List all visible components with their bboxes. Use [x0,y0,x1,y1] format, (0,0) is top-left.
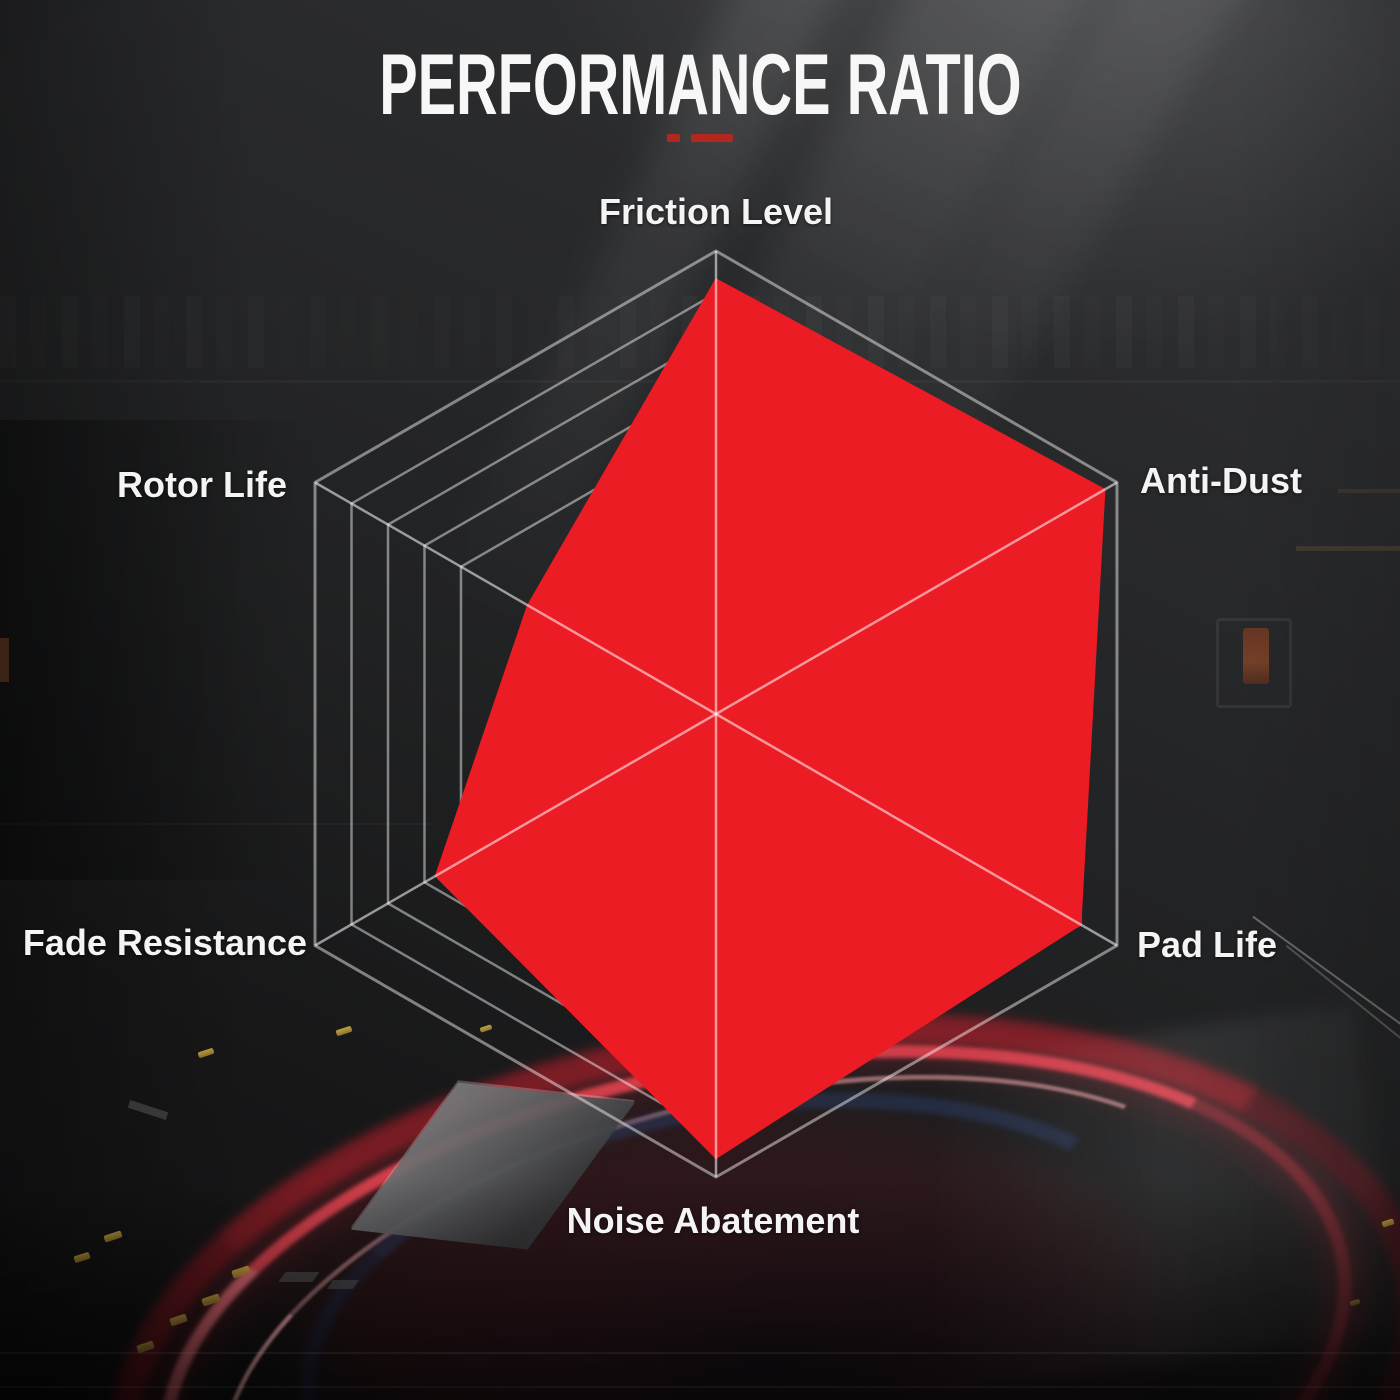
accent-dash-short [667,134,681,142]
axis-label-rotor-life: Rotor Life [117,464,287,505]
radar-spoke [314,481,717,716]
axis-label-friction-level: Friction Level [598,191,834,232]
axis-label-anti-dust: Anti-Dust [1140,460,1302,501]
axis-label-pad-life: Pad Life [1137,924,1278,965]
page-title: PERFORMANCE RATIO [378,37,1022,133]
radar-value-polygon [434,278,1106,1160]
radar-spoke [715,481,1118,716]
axis-label-noise-abatement: Noise Abatement [566,1200,860,1241]
radar-spoke [314,712,717,947]
axis-label-fade-resistance: Fade Resistance [22,922,307,963]
radar-spoke [715,712,1118,947]
title-accent-dashes [0,134,1400,142]
accent-dash-long [690,134,733,142]
